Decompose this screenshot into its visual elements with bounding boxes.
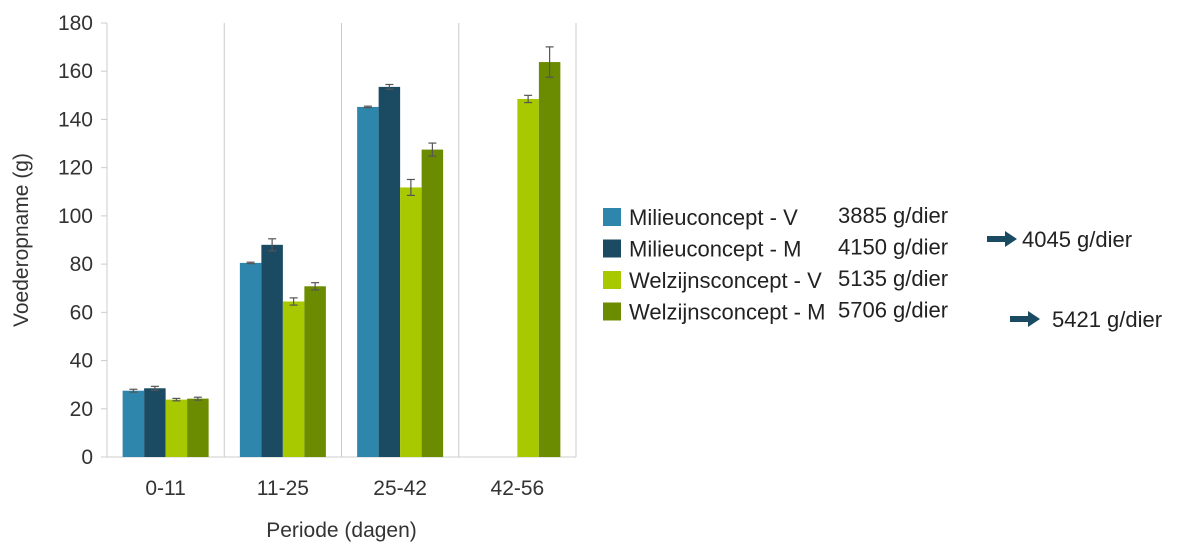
y-tick-label: 160 [58, 60, 93, 83]
bar-0-11-milieuconcept---m [144, 388, 166, 457]
bar-25-42-milieuconcept---v [357, 106, 379, 457]
annotation-total: 5421 g/dier [1052, 307, 1162, 332]
legend-swatch [603, 239, 621, 258]
bar-0-11-welzijnsconcept---m [187, 398, 209, 457]
legend-total: 5135 g/dier [838, 266, 948, 291]
legend-total: 5706 g/dier [838, 298, 948, 323]
x-tick-label: 0-11 [145, 477, 185, 500]
x-tick-label: 42-56 [491, 477, 545, 500]
y-tick-label: 0 [81, 446, 93, 469]
x-axis-title: Periode (dagen) [266, 519, 417, 542]
legend-label: Welzijnsconcept - V [629, 268, 822, 293]
legend-swatch [603, 208, 621, 226]
x-tick-label: 25-42 [373, 477, 427, 500]
arrow-icon [1010, 311, 1040, 327]
y-tick-label: 80 [70, 253, 93, 276]
arrow-shaft [987, 236, 1007, 242]
y-tick-label: 140 [58, 108, 93, 131]
y-tick-label: 180 [58, 12, 93, 35]
legend-label: Milieuconcept - M [629, 237, 801, 262]
legend-label: Welzijnsconcept - M [629, 300, 825, 325]
bar-11-25-milieuconcept---m [261, 244, 283, 457]
bar-25-42-welzijnsconcept---v [400, 187, 422, 457]
arrow-shaft [1010, 316, 1030, 322]
bar-11-25-milieuconcept---v [239, 262, 262, 457]
arrow-head [1005, 231, 1017, 247]
bar-42-56-welzijnsconcept---v [517, 98, 539, 457]
legend: Milieuconcept - V 3885 g/dier Milieuconcep… [603, 203, 1162, 332]
bar-25-42-milieuconcept---m [378, 86, 401, 458]
bar-11-25-welzijnsconcept---v [282, 301, 305, 457]
annotation-total: 4045 g/dier [1022, 227, 1132, 252]
y-tick-label: 60 [70, 301, 93, 324]
plot-area: 0 20 40 60 80 100 120 140 160 180 0-11 11-25 25-42 42… [10, 12, 577, 542]
bar-25-42-welzijnsconcept---m [421, 149, 444, 458]
y-tick-label: 120 [58, 157, 93, 180]
bar-42-56-welzijnsconcept---m [538, 62, 561, 458]
bar-11-25-welzijnsconcept---m [304, 286, 326, 457]
arrow-icon [987, 231, 1017, 247]
arrow-head [1028, 311, 1040, 327]
bar-0-11-milieuconcept---v [122, 390, 145, 457]
x-tick-label: 11-25 [257, 477, 309, 500]
legend-label: Milieuconcept - V [629, 205, 798, 230]
legend-swatch [603, 302, 621, 321]
bar-0-11-welzijnsconcept---v [165, 399, 188, 457]
legend-total: 3885 g/dier [838, 203, 948, 228]
legend-swatch [603, 271, 621, 289]
legend-total: 4150 g/dier [838, 235, 948, 260]
y-tick-label: 100 [58, 205, 93, 228]
y-tick-label: 20 [70, 398, 93, 421]
y-axis-title: Voederopname (g) [10, 153, 33, 327]
y-tick-label: 40 [70, 350, 93, 373]
